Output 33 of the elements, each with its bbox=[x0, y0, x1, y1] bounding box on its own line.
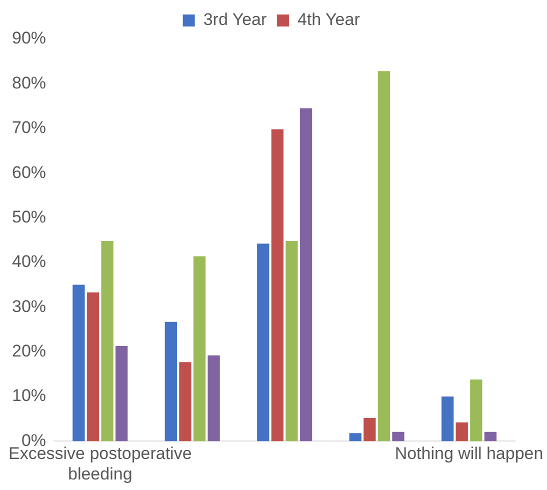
y-tick-label: 20% bbox=[12, 342, 46, 361]
x-tick-label: Nothing will happen bbox=[394, 444, 544, 464]
y-tick-label: 0% bbox=[21, 430, 46, 450]
bar bbox=[72, 284, 85, 442]
bar bbox=[86, 292, 100, 442]
y-tick-label: 10% bbox=[12, 386, 46, 406]
legend-label: 3rd Year bbox=[203, 10, 267, 30]
bar bbox=[364, 418, 376, 442]
bar bbox=[392, 432, 404, 442]
bar bbox=[456, 422, 468, 442]
bar bbox=[164, 322, 177, 442]
bar bbox=[441, 396, 454, 442]
y-tick-label: 90% bbox=[12, 28, 46, 48]
bar bbox=[116, 346, 128, 442]
bar bbox=[271, 129, 284, 442]
bar bbox=[193, 256, 206, 442]
legend-label: 4th Year bbox=[297, 10, 360, 30]
bar bbox=[484, 432, 497, 442]
bar bbox=[208, 355, 220, 442]
bar bbox=[286, 240, 298, 442]
bar bbox=[257, 244, 270, 442]
bar bbox=[300, 108, 312, 442]
bar bbox=[349, 433, 362, 442]
y-tick-label: 70% bbox=[12, 118, 46, 138]
y-tick-label: 50% bbox=[12, 207, 46, 226]
bar bbox=[470, 380, 482, 442]
bar bbox=[179, 362, 192, 442]
bar bbox=[101, 240, 114, 442]
y-tick-label: 80% bbox=[12, 73, 46, 92]
y-tick-label: 40% bbox=[12, 252, 46, 272]
bar bbox=[378, 71, 390, 442]
y-tick-label: 30% bbox=[12, 296, 46, 316]
y-tick-label: 60% bbox=[12, 162, 46, 182]
